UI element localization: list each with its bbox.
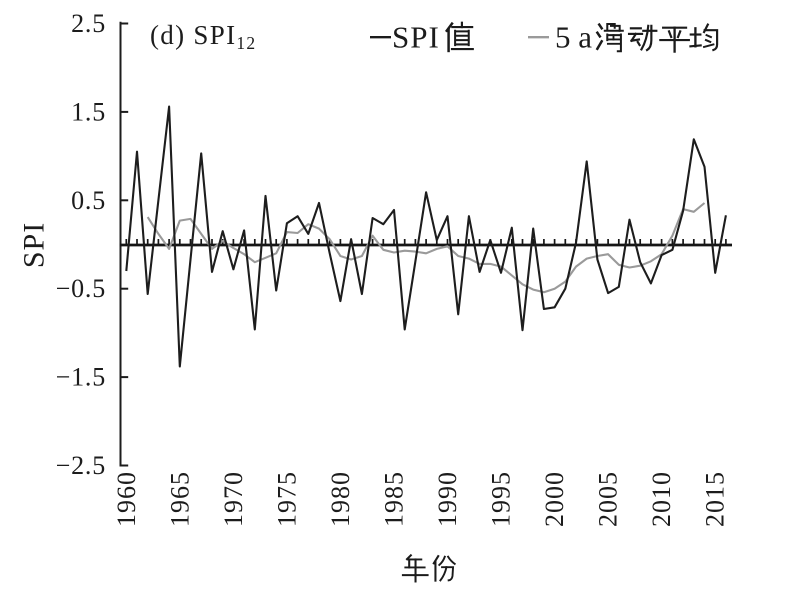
svg-text:−1.5: −1.5	[56, 363, 106, 392]
svg-text:SPI: SPI	[18, 222, 51, 268]
svg-text:2005: 2005	[594, 471, 623, 527]
svg-text:1980: 1980	[326, 471, 355, 527]
svg-text:5 a: 5 a	[555, 20, 592, 55]
svg-text:1970: 1970	[219, 471, 248, 527]
svg-text:2010: 2010	[647, 471, 676, 527]
svg-text:1995: 1995	[487, 471, 516, 527]
svg-text:−2.5: −2.5	[56, 451, 106, 480]
svg-text:1985: 1985	[380, 471, 409, 527]
svg-text:1990: 1990	[433, 471, 462, 527]
svg-text:SPI: SPI	[392, 20, 440, 55]
svg-text:1.5: 1.5	[71, 97, 106, 126]
svg-text:1960: 1960	[112, 471, 141, 527]
svg-text:1975: 1975	[272, 471, 301, 527]
svg-text:2015: 2015	[701, 471, 730, 527]
svg-text:2.5: 2.5	[71, 9, 106, 38]
svg-text:2000: 2000	[540, 471, 569, 527]
svg-text:0.5: 0.5	[71, 186, 106, 215]
svg-text:−0.5: −0.5	[56, 274, 106, 303]
svg-text:1965: 1965	[165, 471, 194, 527]
